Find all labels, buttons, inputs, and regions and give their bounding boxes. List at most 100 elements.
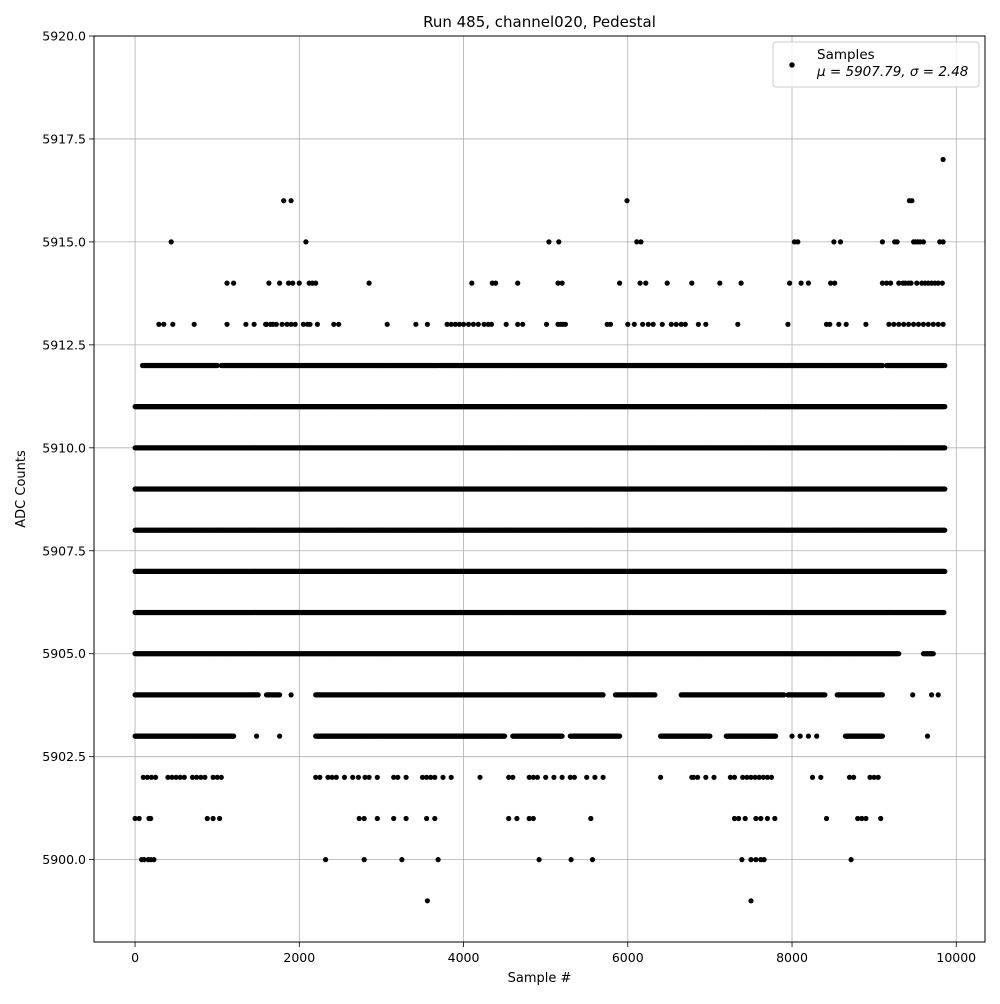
data-point [224,281,229,286]
data-point [936,322,941,327]
data-point [161,322,166,327]
data-point [293,322,298,327]
data-point [563,322,568,327]
data-point [795,239,800,244]
data-point [336,322,341,327]
data-point [669,322,674,327]
data-point [717,281,722,286]
data-point [911,322,916,327]
data-point [651,322,656,327]
data-point [243,322,248,327]
data-point [785,322,790,327]
data-point [313,281,318,286]
data-point [942,363,947,368]
data-point [660,322,665,327]
data-point [469,281,474,286]
data-point [385,322,390,327]
data-point [836,322,841,327]
data-point [696,322,701,327]
data-point [303,239,308,244]
data-point [560,281,565,286]
data-point [931,322,936,327]
data-point [608,322,613,327]
data-point [940,281,945,286]
data-point [942,486,947,491]
data-point [703,322,708,327]
data-point [231,281,236,286]
data-point [493,281,498,286]
data-point [224,322,229,327]
data-point [476,322,481,327]
data-point [921,239,926,244]
data-point [914,281,919,286]
data-point [520,322,525,327]
data-point [280,322,285,327]
data-point [315,322,320,327]
data-point [638,281,643,286]
data-point [891,322,896,327]
data-point [169,239,174,244]
data-point [689,281,694,286]
data-point [425,322,430,327]
data-point [665,281,670,286]
data-point [942,445,947,450]
data-point [832,281,837,286]
data-point [367,281,372,286]
data-point [638,239,643,244]
data-point [838,239,843,244]
data-point [156,322,161,327]
data-point [544,322,549,327]
data-point [735,322,740,327]
data-point [916,322,921,327]
data-point [252,322,257,327]
data-point [266,281,271,286]
data-point [909,281,914,286]
data-point [674,322,679,327]
data-point [274,322,279,327]
data-point [461,322,466,327]
data-point [901,322,906,327]
data-point [941,157,946,162]
data-point [906,322,911,327]
data-point [413,322,418,327]
data-point [806,281,811,286]
data-point [281,198,286,203]
data-point [297,281,302,286]
data-point [886,322,891,327]
data-point [880,239,885,244]
data-point [331,322,336,327]
data-point [863,322,868,327]
data-point [504,322,509,327]
data-point [515,281,520,286]
data-point [827,322,832,327]
data-point [307,322,312,327]
data-point [546,239,551,244]
data-point [646,322,651,327]
data-point [289,198,294,203]
data-point [632,322,637,327]
data-point [787,281,792,286]
data-point [624,198,629,203]
data-point [277,281,282,286]
data-point [683,322,688,327]
data-point [941,239,946,244]
data-point [895,239,900,244]
data-point [170,322,175,327]
data-point [290,281,295,286]
data-point [896,322,901,327]
data-point [844,322,849,327]
data-point [831,239,836,244]
data-point [942,404,947,409]
data-point [471,322,476,327]
data-point [466,322,471,327]
data-point [739,281,744,286]
data-point [941,322,946,327]
data-point [489,322,494,327]
data-point [556,239,561,244]
data-point [799,281,804,286]
data-point [617,281,622,286]
data-point [640,322,645,327]
